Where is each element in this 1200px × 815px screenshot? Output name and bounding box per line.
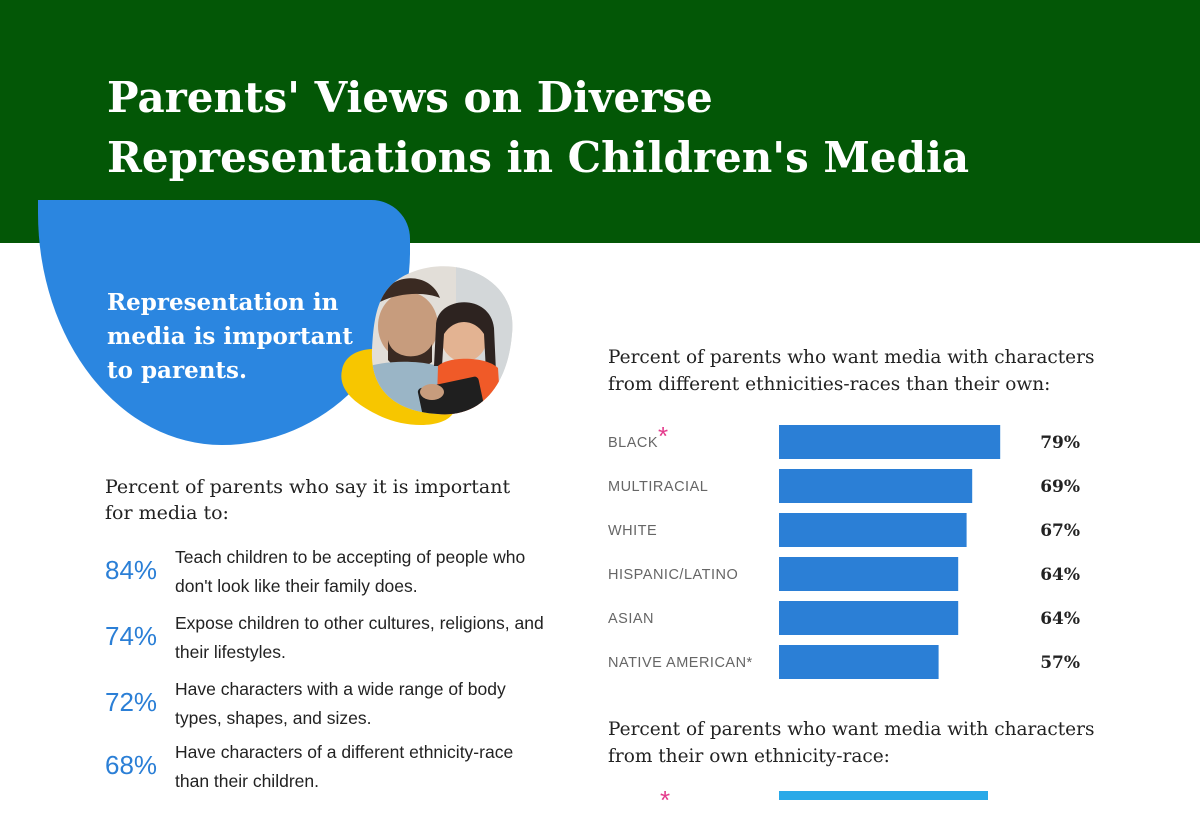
- highlight-star-icon: *: [658, 421, 669, 451]
- stat-percent: 84%: [105, 555, 158, 585]
- value-label: 67%: [1040, 521, 1080, 541]
- chart-title-own: Percent of parents who want media with c…: [608, 719, 1095, 767]
- page-title: Parents' Views on Diverse Representation…: [107, 73, 970, 182]
- importance-heading: Percent of parents who say it is importa…: [105, 476, 511, 524]
- stat-text: Have characters of a different ethnicity…: [175, 742, 514, 791]
- bar: [779, 425, 1001, 459]
- value-label: 69%: [1040, 477, 1080, 497]
- category-label: BLACK: [608, 435, 658, 451]
- stat-item: 84% Teach children to be accepting of pe…: [105, 545, 545, 601]
- bar: [779, 469, 973, 503]
- category-label: HISPANIC/LATINO: [608, 567, 738, 583]
- value-label: 64%: [1040, 609, 1080, 629]
- category-label: NATIVE AMERICAN*: [608, 655, 753, 671]
- chart-title-different: Percent of parents who want media with c…: [608, 347, 1095, 395]
- stat-percent: 74%: [105, 621, 158, 651]
- value-label: 64%: [1040, 565, 1080, 585]
- intro-card-text: Representation in media is important to …: [107, 289, 353, 384]
- stat-item: 68% Have characters of a different ethni…: [105, 740, 545, 796]
- value-label: 57%: [1040, 653, 1080, 673]
- stat-item: 74% Expose children to other cultures, r…: [105, 611, 545, 667]
- parent-child-photo: [341, 266, 513, 425]
- bar: [779, 513, 967, 547]
- bar: [779, 601, 959, 635]
- stat-text: Teach children to be accepting of people…: [175, 547, 526, 596]
- category-label: ASIAN: [608, 611, 654, 627]
- stat-percent: 68%: [105, 750, 158, 780]
- own-ethnicity-bar-partial: [779, 791, 988, 800]
- bar: [779, 557, 959, 591]
- stat-text: Expose children to other cultures, relig…: [175, 613, 544, 662]
- stat-text: Have characters with a wide range of bod…: [175, 679, 506, 728]
- stat-percent: 72%: [105, 687, 158, 717]
- highlight-star-icon: *: [660, 785, 671, 815]
- value-label: 79%: [1040, 433, 1080, 453]
- category-label: MULTIRACIAL: [608, 479, 708, 495]
- bar: [779, 645, 939, 679]
- category-label: WHITE: [608, 523, 657, 539]
- stat-item: 72% Have characters with a wide range of…: [105, 677, 545, 733]
